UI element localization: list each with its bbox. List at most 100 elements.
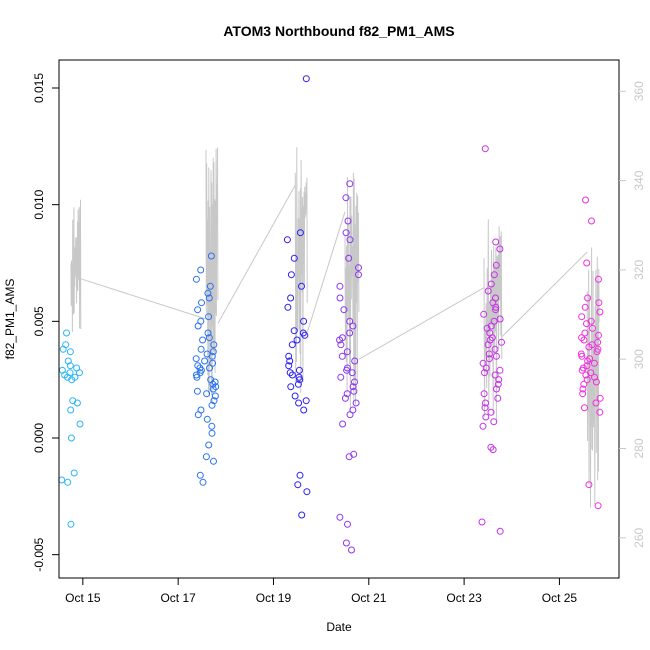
- data-point: [196, 471, 204, 479]
- data-point: [348, 369, 356, 377]
- data-point: [342, 194, 350, 202]
- data-point: [585, 481, 593, 489]
- data-point: [211, 392, 219, 400]
- data-point: [336, 282, 344, 290]
- data-point: [70, 469, 78, 477]
- data-point: [199, 478, 207, 486]
- data-point: [488, 334, 496, 342]
- y2-tick-label: 300: [632, 349, 646, 369]
- data-point: [345, 254, 353, 262]
- y2-tick-label: 360: [632, 81, 646, 101]
- data-point: [584, 294, 592, 302]
- data-point: [287, 294, 295, 302]
- y2-tick-label: 260: [632, 527, 646, 547]
- data-point: [490, 271, 498, 279]
- data-point: [64, 478, 72, 486]
- data-point: [595, 299, 603, 307]
- data-point: [196, 369, 204, 377]
- data-point: [337, 373, 345, 381]
- data-point: [592, 399, 600, 407]
- data-point: [590, 359, 598, 367]
- data-point: [303, 488, 311, 496]
- data-point: [205, 441, 213, 449]
- data-point: [491, 371, 499, 379]
- data-point: [58, 476, 66, 484]
- data-point: [336, 294, 344, 302]
- data-point: [76, 369, 83, 377]
- data-point: [67, 520, 75, 528]
- data-point: [351, 357, 359, 365]
- data-point: [496, 366, 504, 374]
- data-point: [290, 327, 298, 335]
- secondary-trace-line: [344, 172, 360, 412]
- data-point: [349, 383, 357, 391]
- data-point: [346, 329, 354, 337]
- data-point: [595, 331, 602, 339]
- data-point: [578, 334, 586, 342]
- data-point: [288, 341, 296, 349]
- data-point: [595, 275, 602, 283]
- data-point: [210, 341, 218, 349]
- data-point: [285, 362, 293, 370]
- data-point: [583, 259, 591, 267]
- data-point: [479, 422, 487, 430]
- secondary-connector-line: [80, 278, 207, 320]
- data-point: [294, 481, 302, 489]
- data-point: [296, 471, 304, 479]
- data-point: [210, 457, 217, 465]
- data-point: [295, 399, 303, 407]
- data-point: [301, 331, 309, 339]
- data-point: [290, 254, 298, 262]
- data-point: [594, 502, 602, 510]
- x-tick-label: Oct 23: [446, 591, 482, 605]
- secondary-line-layer: [70, 147, 600, 508]
- data-point: [583, 320, 590, 328]
- data-point: [203, 390, 211, 398]
- data-point: [296, 376, 304, 384]
- data-point: [300, 406, 308, 414]
- data-point: [76, 420, 84, 428]
- x-tick-label: Oct 25: [542, 591, 578, 605]
- data-point: [192, 275, 200, 283]
- data-point: [210, 397, 218, 405]
- data-point: [342, 229, 350, 237]
- data-point: [286, 369, 294, 377]
- data-point: [283, 236, 291, 244]
- data-point: [585, 343, 593, 351]
- data-point: [204, 329, 212, 337]
- data-point: [496, 527, 504, 535]
- data-point: [578, 366, 586, 374]
- data-point: [300, 317, 308, 325]
- data-point: [204, 289, 212, 297]
- data-point: [579, 390, 587, 398]
- data-point: [285, 352, 293, 360]
- data-point: [343, 390, 351, 398]
- data-point: [480, 310, 488, 318]
- data-point: [496, 315, 504, 323]
- secondary-connector-line: [358, 287, 485, 360]
- y2-tick-label: 340: [632, 170, 646, 190]
- data-point: [351, 378, 358, 386]
- data-point: [205, 313, 213, 321]
- data-point: [341, 394, 349, 402]
- data-point: [338, 352, 346, 360]
- y2-tick-label: 280: [632, 438, 646, 458]
- data-point: [336, 513, 344, 521]
- data-point: [197, 266, 205, 274]
- data-point: [66, 362, 74, 370]
- data-point: [194, 306, 202, 314]
- y2-axis: 260 280 300 320 340 360: [619, 81, 646, 548]
- data-point: [482, 364, 490, 372]
- data-point: [596, 408, 604, 416]
- y-tick-label: -0.005: [32, 537, 46, 571]
- data-point: [64, 357, 72, 365]
- data-point: [302, 397, 310, 405]
- data-point: [349, 322, 357, 330]
- data-point: [192, 355, 200, 363]
- data-point: [580, 336, 588, 344]
- data-point: [487, 408, 495, 416]
- data-point: [343, 366, 351, 374]
- secondary-connector-line: [217, 184, 296, 324]
- data-point: [582, 371, 590, 379]
- data-point: [487, 322, 495, 330]
